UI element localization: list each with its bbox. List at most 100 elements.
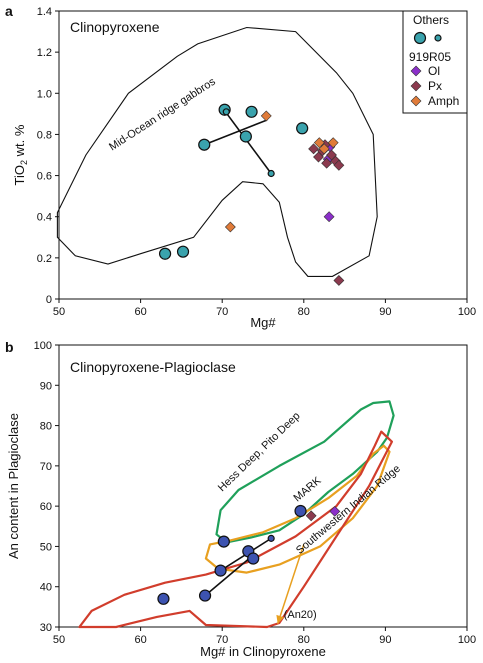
b-ytick-label: 60 <box>40 501 52 513</box>
others-small-point <box>267 169 275 178</box>
panel-a: a Mid-Ocean ridge gabbros 50 60 70 80 90 1000… <box>5 3 476 330</box>
tectonic-fields <box>78 400 395 629</box>
others-large-point <box>239 130 252 143</box>
b-xtick-label: 100 <box>458 634 476 646</box>
hess-pito-field <box>215 400 395 544</box>
x-axis-label-a: Mg# <box>250 315 276 330</box>
others-large-point <box>198 589 212 602</box>
a-xtick-label: 60 <box>134 306 146 318</box>
legend-amph-marker <box>410 95 422 107</box>
tie-line <box>204 555 253 597</box>
a-xtick-label: 90 <box>379 306 391 318</box>
mor-gabbro-outline <box>56 26 378 277</box>
a-ytick-label: 0.6 <box>37 171 52 183</box>
panel-b-label: b <box>5 339 14 355</box>
others-small-point <box>267 534 275 542</box>
y-axis-label-b: An content in Plagioclase <box>6 413 21 559</box>
y-axis-label-a: TiO2 wt. % <box>12 124 29 185</box>
others-large-point <box>158 247 172 260</box>
legend-a-title: Others <box>413 13 449 27</box>
others-large-point <box>245 105 258 118</box>
others-large-point <box>294 504 307 518</box>
panel-a-label: a <box>5 3 13 19</box>
an20-arrow <box>276 544 305 625</box>
a-xtick-label: 50 <box>53 306 65 318</box>
others-large-point <box>296 122 309 135</box>
a-ytick-label: 0 <box>46 294 52 306</box>
sample-amph-point <box>313 137 325 149</box>
y-axis-label-a-main: TiO <box>12 165 27 185</box>
sample-px-point <box>321 157 333 169</box>
sample-amph-point <box>318 143 330 155</box>
others-large-point <box>176 245 190 258</box>
b-xtick-label: 50 <box>53 634 65 646</box>
panel-b: b (An20) Hess Deep, Pito Deep MARK South… <box>5 339 476 659</box>
others-large-point <box>157 592 170 605</box>
a-ytick-label: 0.4 <box>37 212 52 224</box>
b-ytick-label: 50 <box>40 541 52 553</box>
b-ytick-label: 90 <box>40 380 52 392</box>
y-axis-label-a-sub: 2 <box>19 160 29 165</box>
marks-b <box>157 504 341 605</box>
legend-px-marker <box>410 80 422 92</box>
b-xtick-label: 90 <box>379 634 391 646</box>
plot-a-frame <box>58 10 468 300</box>
sample-amph-point <box>224 221 236 233</box>
legend-others-large <box>413 31 427 45</box>
legend-a-box <box>402 10 468 114</box>
legend-px-label: Px <box>428 79 442 93</box>
a-ytick-label: 0.2 <box>37 253 52 265</box>
a-xtick-label: 70 <box>216 306 228 318</box>
others-large-point <box>214 564 227 577</box>
b-xtick-label: 60 <box>134 634 146 646</box>
hess-pito-label: Hess Deep, Pito Deep <box>216 410 303 494</box>
others-large-point <box>198 138 211 151</box>
sample-amph-point <box>260 110 272 122</box>
tie-line <box>224 111 272 174</box>
chart-b-title: Clinopyroxene-Plagioclase <box>70 359 236 375</box>
a-ytick-label: 1.0 <box>37 88 52 100</box>
a-ytick-label: 0.8 <box>37 129 52 141</box>
b-ytick-label: 100 <box>34 340 52 352</box>
a-ytick-label: 1.4 <box>37 6 52 18</box>
b-xtick-label: 80 <box>298 634 310 646</box>
sample-amph-point <box>327 137 339 149</box>
sample-px-point <box>333 159 345 171</box>
x-axis-label-b: Mg# in Clinopyroxene <box>200 644 326 659</box>
an20-arrow-shaft <box>276 544 305 625</box>
a-ytick-label: 1.2 <box>37 47 52 59</box>
mor-gabbro-field <box>56 26 378 277</box>
sample-ol-point <box>323 211 335 223</box>
others-small-point <box>222 108 230 116</box>
sample-px-point <box>308 143 320 155</box>
a-xtick-label: 80 <box>298 306 310 318</box>
legend-others-small <box>434 34 442 42</box>
marks-a <box>158 103 345 286</box>
legend-ol-marker <box>410 65 422 77</box>
mark-field <box>204 444 391 574</box>
sample-px-point <box>333 275 345 286</box>
chart-a-title: Clinopyroxene <box>70 19 160 35</box>
legend-ol-label: Ol <box>428 64 440 78</box>
a-xtick-label: 100 <box>458 306 476 318</box>
plot-b-frame <box>58 344 468 628</box>
y-axis-label-a-rest: wt. % <box>12 124 27 160</box>
tie-lines-a <box>203 111 272 174</box>
b-ytick-label: 80 <box>40 421 52 433</box>
sample-ol-point <box>329 505 341 517</box>
an20-arrow-head <box>276 614 284 624</box>
an20-label: (An20) <box>284 609 317 621</box>
b-ytick-label: 30 <box>40 622 52 634</box>
legend-amph-label: Amph <box>428 94 459 108</box>
b-ytick-label: 70 <box>40 461 52 473</box>
others-large-point <box>217 535 230 548</box>
axes-a: 50 60 70 80 90 100 0 0.2 0.4 0.6 0.8 1.0 1.2 1.4 <box>37 6 476 318</box>
sample-px-point <box>305 510 317 522</box>
b-ytick-label: 40 <box>40 582 52 594</box>
axes-b: 50 60 70 80 90 100 30 40 50 60 70 80 90 100 <box>34 340 477 646</box>
swir-field <box>78 430 393 629</box>
others-large-point <box>247 552 260 565</box>
